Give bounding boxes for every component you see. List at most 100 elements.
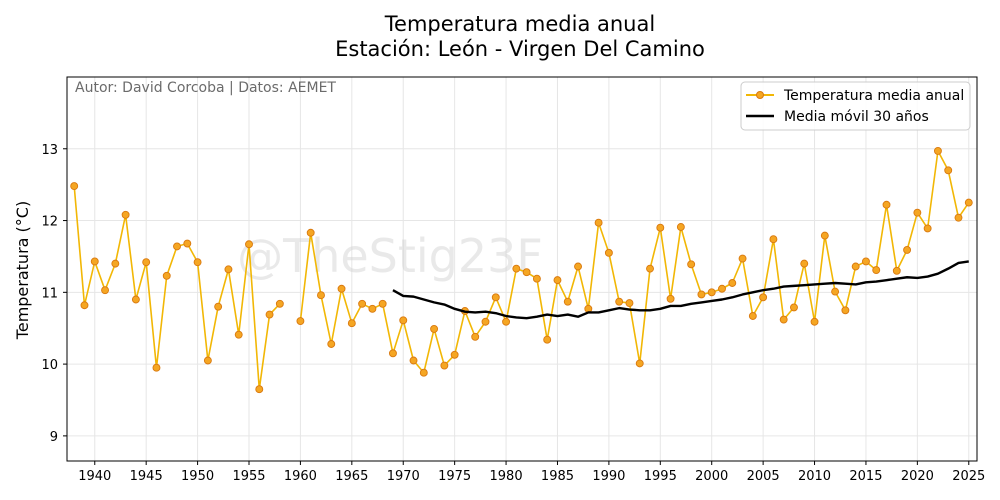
annual-temperature-point: [543, 335, 552, 344]
annual-temperature-point: [440, 361, 449, 370]
x-tick-label: 1965: [335, 469, 368, 484]
annual-temperature-point: [317, 291, 325, 300]
annual-temperature-point: [964, 198, 973, 207]
x-tick-label: 2025: [952, 469, 985, 484]
annual-temperature-point: [748, 312, 757, 320]
annual-temperature-point: [923, 224, 932, 233]
annual-temperature-point: [142, 258, 151, 267]
annual-temperature-point: [800, 259, 809, 268]
annual-temperature-point: [80, 301, 89, 310]
moving-average-line: [392, 260, 969, 320]
annual-temperature-point: [131, 295, 140, 304]
y-tick-label: 9: [50, 430, 58, 445]
annual-temperature-point: [275, 299, 284, 308]
annual-temperature-point: [892, 266, 901, 275]
credit-text: Autor: David Corcoba | Datos: AEMET: [75, 80, 336, 96]
x-tick-label: 1995: [644, 469, 677, 484]
annual-temperature-point: [810, 317, 819, 326]
annual-temperature-point: [790, 303, 798, 312]
y-tick-label: 12: [41, 215, 58, 230]
annual-temperature-point: [481, 317, 490, 326]
annual-temperature-point: [666, 294, 675, 303]
annual-temperature-point: [718, 284, 726, 293]
annual-temperature-point: [101, 286, 110, 295]
x-tick-label: 1960: [284, 469, 317, 484]
annual-temperature-point: [563, 297, 572, 306]
x-tick-label: 1975: [438, 469, 471, 484]
annual-temperature-point: [707, 288, 716, 297]
annual-temperature-point: [903, 246, 912, 254]
chart-subtitle: Estación: León - Virgen Del Camino: [335, 37, 705, 61]
annual-temperature-point: [604, 248, 613, 257]
plot-frame: [66, 76, 978, 462]
annual-temperature-point: [183, 239, 192, 248]
legend-label-annual: Temperatura media anual: [783, 88, 964, 104]
annual-temperature-point: [162, 271, 171, 280]
axis-ticks: 1940 1945 1950 1955 1960 1965 1970 1975 1980 1985…: [41, 143, 985, 484]
x-tick-label: 1940: [78, 469, 111, 484]
annual-temperature-point: [245, 240, 253, 249]
y-tick-label: 11: [41, 286, 58, 301]
y-axis-label: Temperatura (°C): [13, 201, 32, 340]
annual-temperature-point: [173, 242, 181, 251]
annual-temperature-point: [265, 310, 274, 319]
annual-temperature-point: [399, 316, 408, 325]
annual-temperature-point: [820, 231, 829, 240]
annual-temperature-point: [656, 223, 665, 232]
annual-temperature-point: [337, 284, 346, 293]
annual-temperature-point: [635, 359, 644, 368]
annual-temperature-point: [368, 304, 377, 313]
annual-temperature-point: [327, 340, 336, 348]
y-tick-label: 13: [41, 143, 58, 158]
annual-temperature-point: [111, 259, 120, 268]
annual-temperature-point: [882, 200, 891, 209]
x-tick-label: 1955: [232, 469, 265, 484]
annual-temperature-point: [224, 265, 233, 274]
annual-temperature-point: [522, 268, 531, 277]
annual-temperature-point: [944, 166, 953, 175]
annual-temperature-point: [687, 260, 696, 269]
annual-temperature-point: [738, 254, 747, 263]
annual-temperature-point: [779, 315, 788, 324]
annual-temperature-point: [574, 262, 582, 271]
annual-temperature-point: [296, 317, 305, 325]
annual-temperature-point: [234, 330, 243, 339]
x-tick-label: 1985: [541, 469, 574, 484]
annual-temperature-point: [728, 279, 737, 287]
annual-temperature-point: [769, 235, 778, 244]
annual-temperature-point: [851, 262, 860, 271]
y-tick-label: 10: [41, 358, 58, 373]
annual-temperature-point: [430, 324, 439, 333]
legend-swatch-marker-annual: [756, 91, 764, 99]
annual-temperature-point: [913, 208, 922, 217]
annual-temperature-point: [193, 258, 202, 267]
legend-box: [740, 81, 971, 131]
x-tick-label: 1945: [130, 469, 163, 484]
annual-temperature-line: [73, 150, 970, 391]
annual-temperature-point: [831, 287, 840, 296]
chart-title: Temperatura media anual: [384, 12, 655, 36]
x-tick-label: 2020: [901, 469, 934, 484]
annual-temperature-point: [152, 363, 161, 372]
annual-temperature-point: [954, 213, 963, 222]
annual-temperature-point: [409, 356, 418, 365]
annual-temperature-point: [121, 210, 130, 219]
annual-temperature-point: [553, 276, 562, 285]
annual-temperature-point: [646, 264, 654, 273]
x-tick-label: 2005: [747, 469, 780, 484]
annual-temperature-point: [255, 385, 264, 394]
legend: Temperatura media anual Media móvil 30 a…: [740, 81, 971, 131]
annual-temperature-point: [214, 302, 223, 311]
annual-temperature-point: [491, 293, 500, 302]
annual-temperature-point: [676, 223, 685, 231]
annual-temperature-point: [594, 218, 603, 227]
x-tick-label: 2010: [798, 469, 831, 484]
grid-lines: [67, 77, 977, 461]
annual-temperature-point: [358, 299, 367, 308]
annual-temperature-point: [90, 257, 99, 266]
annual-temperature-point: [841, 306, 850, 315]
x-tick-label: 1970: [387, 469, 420, 484]
annual-temperature-point: [615, 297, 624, 306]
